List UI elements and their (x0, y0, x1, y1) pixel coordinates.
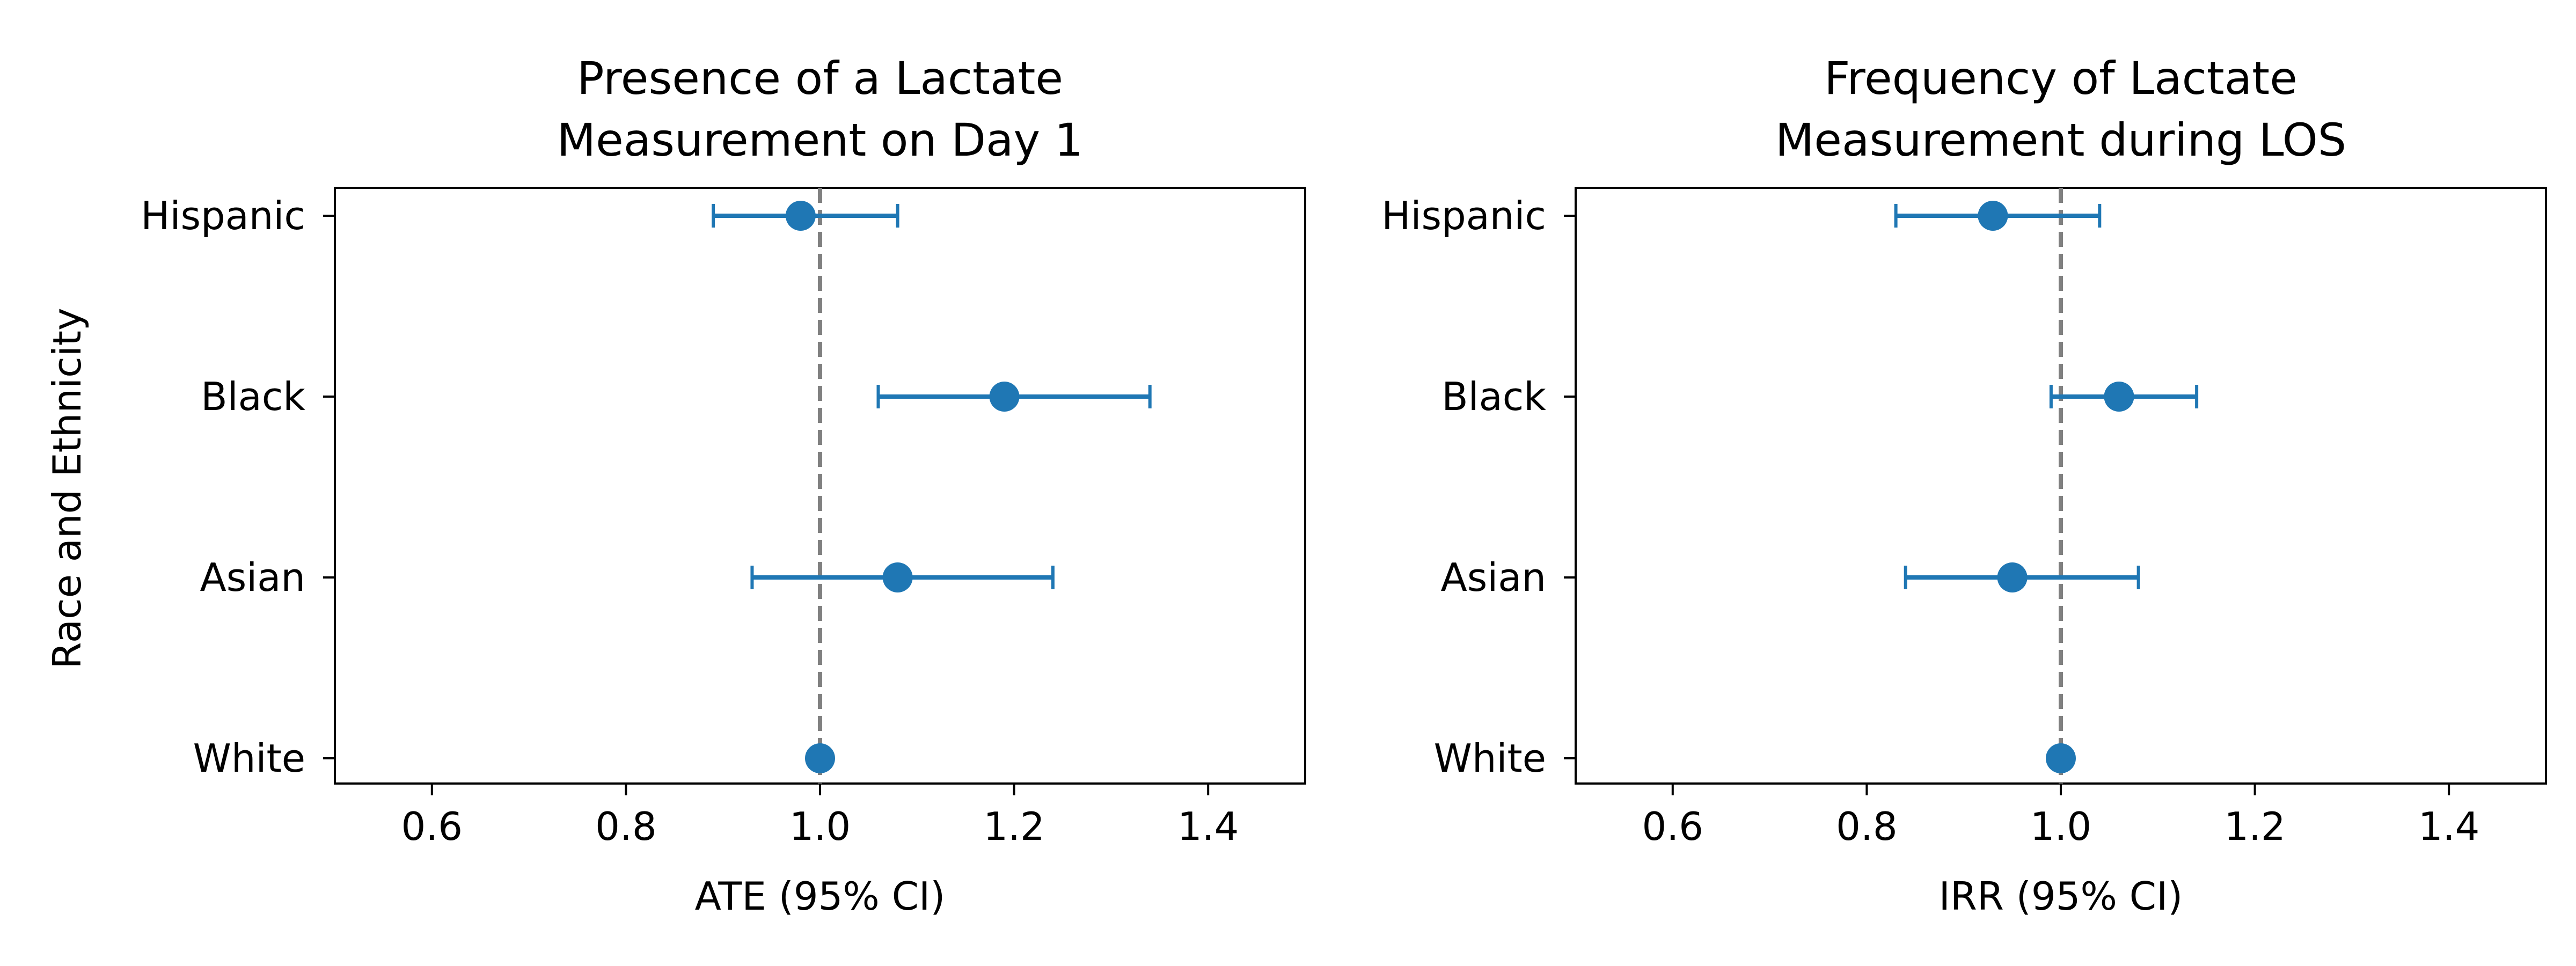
point-estimate (805, 743, 835, 773)
x-axis-label: ATE (95% CI) (695, 874, 946, 919)
y-tick-label: White (193, 736, 305, 781)
point-estimate (785, 201, 816, 231)
x-tick-label: 1.4 (2418, 804, 2480, 849)
panel-title-line-1: Presence of a Lactate (577, 52, 1063, 105)
x-tick-label: 1.4 (1177, 804, 1239, 849)
panel-frequency-los: Frequency of Lactate Measurement during … (1381, 52, 2547, 919)
x-tick-label: 0.8 (595, 804, 657, 849)
y-tick-label: Asian (200, 555, 305, 600)
point-estimate (989, 382, 1020, 412)
x-tick-label: 1.0 (2030, 804, 2092, 849)
point-estimate (2046, 743, 2076, 773)
panel-title-line-2: Measurement during LOS (1775, 114, 2346, 166)
panel-presence-day1: Presence of a Lactate Measurement on Day… (141, 52, 1306, 919)
chart-marks: 0.6 0.8 1.0 1.2 1.4 White Asian Black Hispanic (1381, 188, 2479, 849)
x-tick-label: 1.0 (789, 804, 851, 849)
point-estimate (1997, 562, 2028, 592)
panel-title-line-1: Frequency of Lactate (1824, 52, 2297, 105)
panel-title-line-2: Measurement on Day 1 (557, 114, 1084, 166)
x-tick-label: 1.2 (2224, 804, 2286, 849)
x-axis-label: IRR (95% CI) (1939, 874, 2183, 919)
y-tick-label: Hispanic (1381, 193, 1546, 238)
y-tick-label: Black (201, 374, 305, 419)
x-tick-label: 0.6 (401, 804, 463, 849)
point-estimate (882, 562, 913, 592)
shared-y-axis-label: Race and Ethnicity (45, 308, 90, 669)
x-tick-label: 0.8 (1836, 804, 1898, 849)
point-estimate (2104, 382, 2134, 412)
y-tick-label: Hispanic (141, 193, 305, 238)
x-tick-label: 0.6 (1642, 804, 1704, 849)
y-tick-label: Black (1441, 374, 1546, 419)
y-tick-label: White (1434, 736, 1546, 781)
chart-marks: 0.6 0.8 1.0 1.2 1.4 White Asian Black Hispanic (141, 188, 1239, 849)
x-tick-label: 1.2 (983, 804, 1045, 849)
y-tick-label: Asian (1440, 555, 1546, 600)
point-estimate (1978, 201, 2008, 231)
